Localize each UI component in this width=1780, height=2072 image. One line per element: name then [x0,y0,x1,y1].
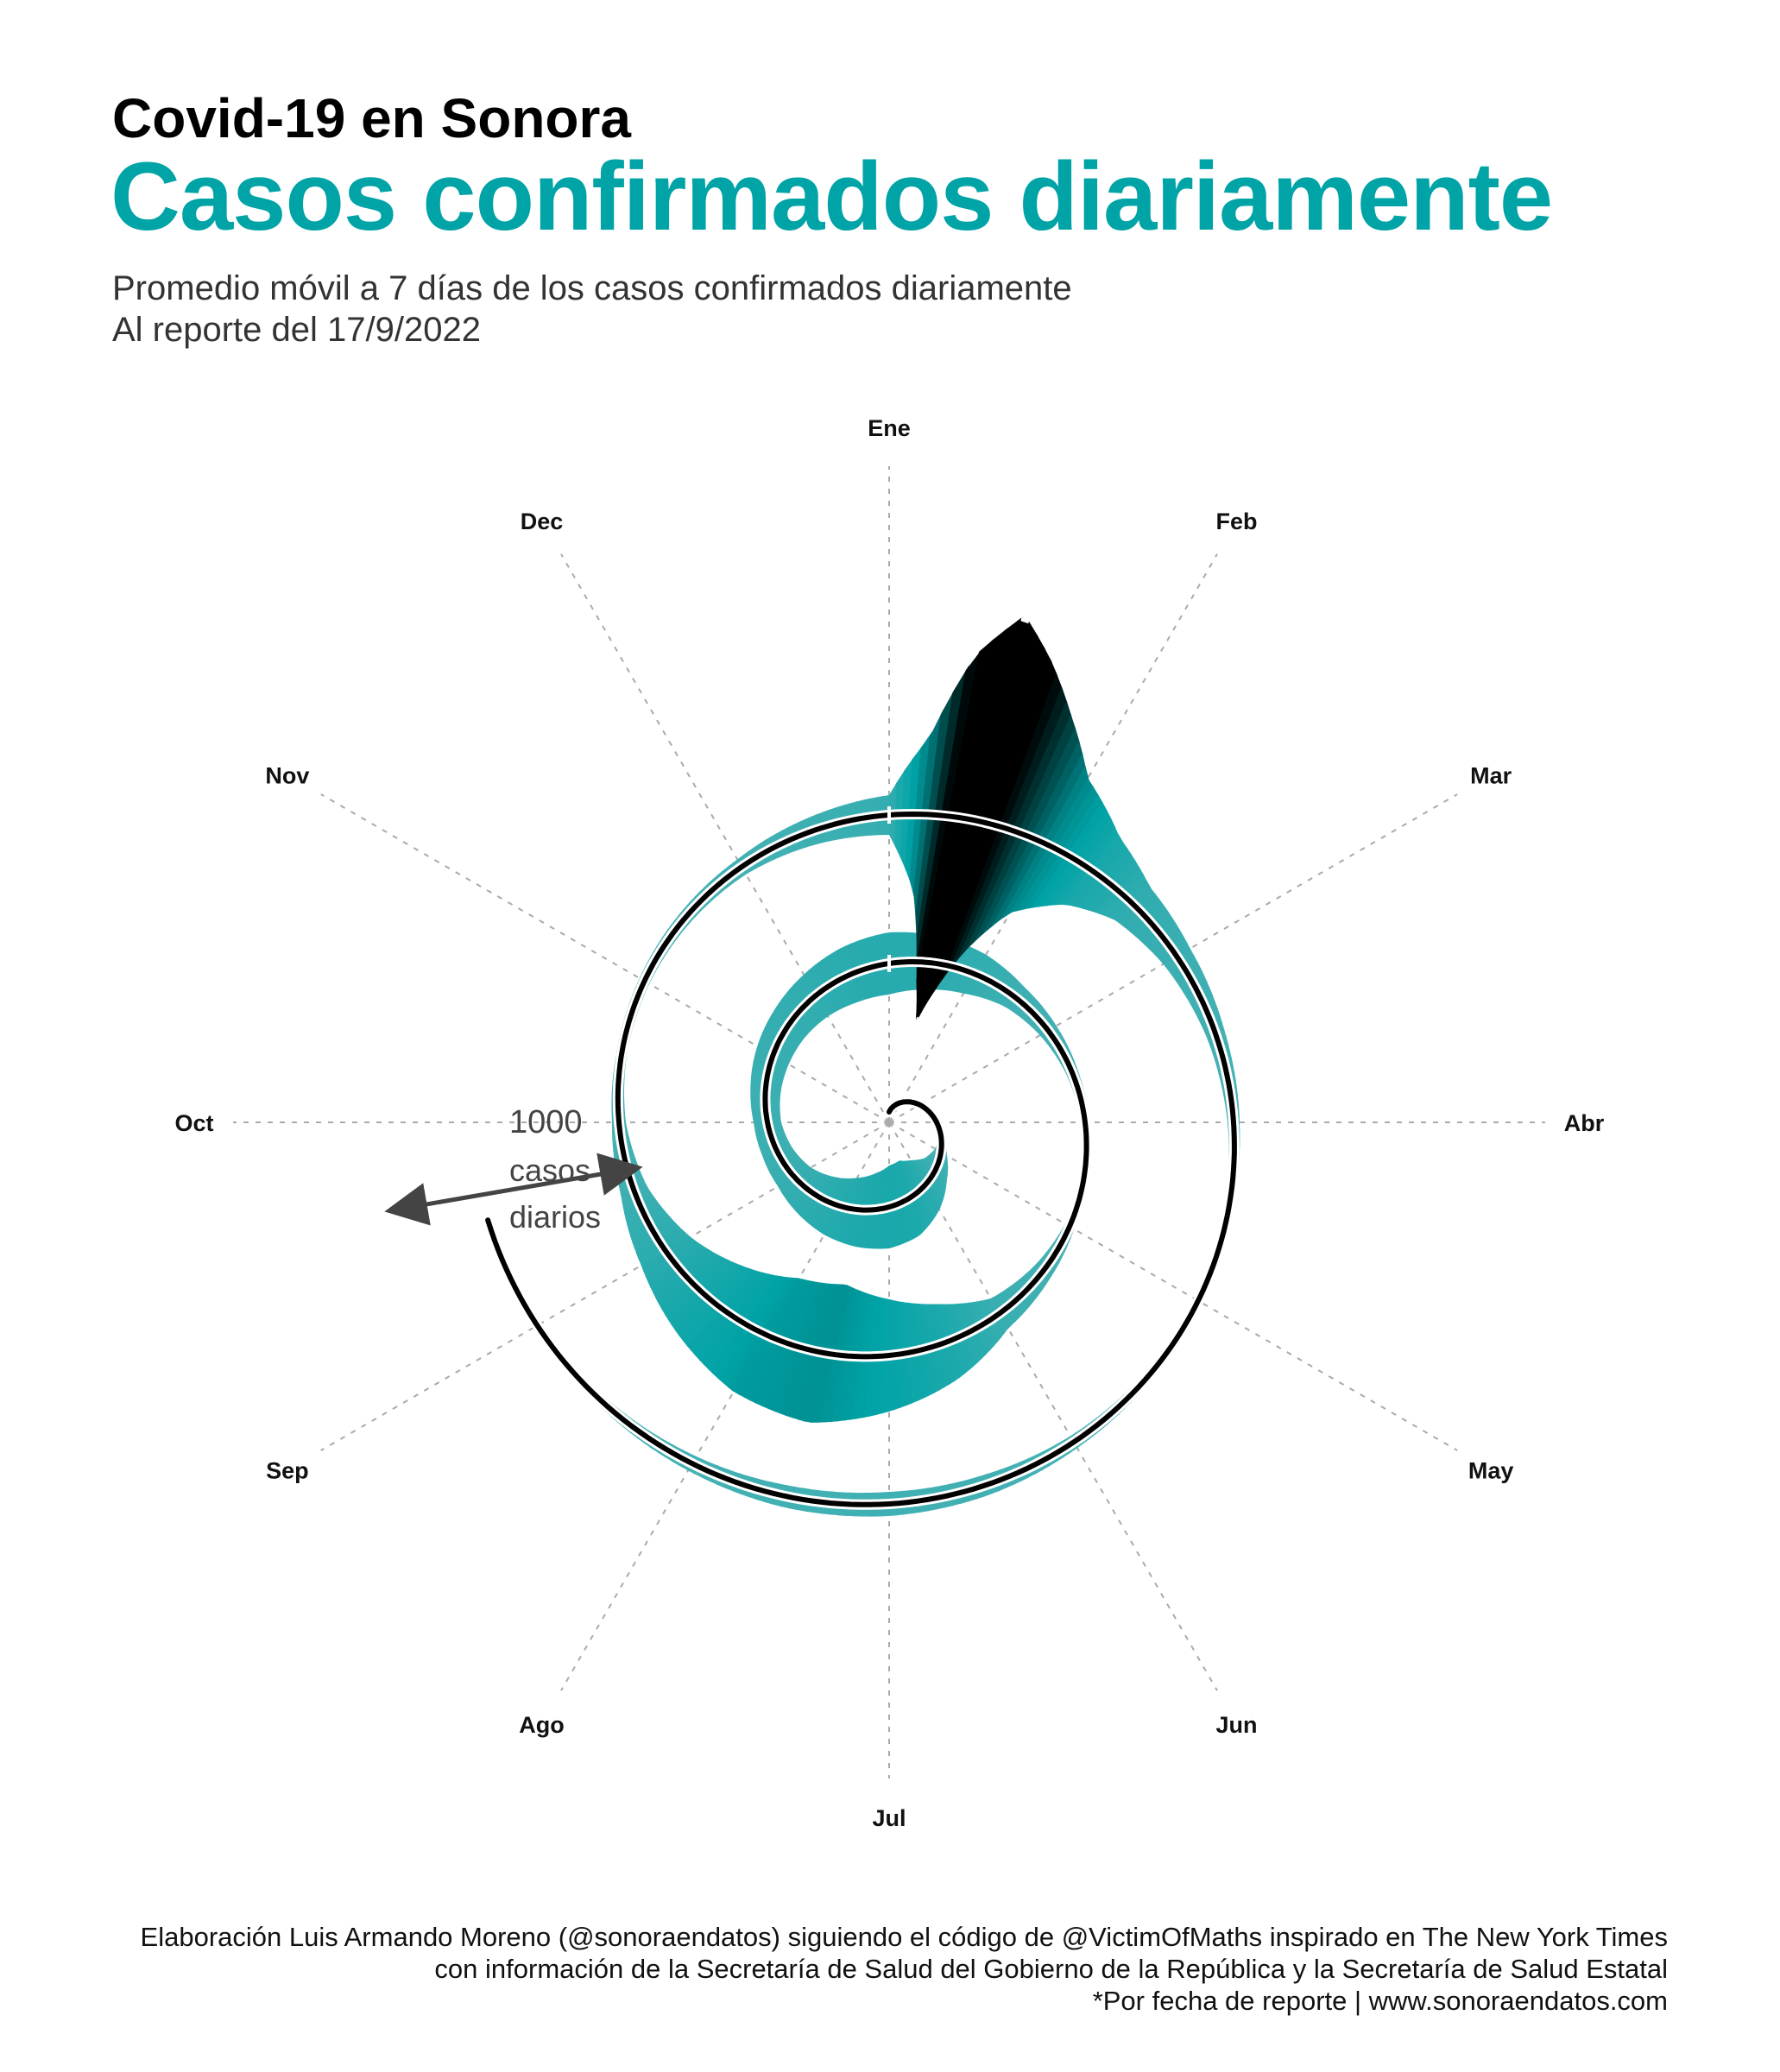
month-label-abr: Abr [1564,1110,1605,1136]
month-label-mar: Mar [1470,763,1512,789]
grid-line-jun [888,1121,1218,1691]
chart-subtitle: Promedio móvil a 7 días de los casos con… [112,268,1072,351]
caption-line-3: *Por fecha de reporte | www.sonoraendato… [1092,1986,1668,2016]
caption-line-1: Elaboración Luis Armando Moreno (@sonora… [140,1922,1668,1952]
month-labels: Ene Feb Mar Abr May Jun Jul Ago Sep Oct Nov Dec [174,415,1604,1831]
scale-annotation: 1000 casos diarios [384,1104,643,1235]
subtitle-line-2: Al reporte del 17/9/2022 [112,311,481,349]
month-grid [233,466,1545,1778]
month-label-sep: Sep [266,1458,309,1484]
spiral-baseline [485,811,1237,1507]
case-area-layer [485,617,1240,1517]
month-label-jun: Jun [1215,1712,1257,1738]
scale-arrow [384,1153,643,1226]
grid-line-nov [320,793,890,1123]
grid-line-may [888,1121,1458,1451]
scale-label-value: 1000 [509,1104,583,1140]
month-label-dec: Dec [521,509,564,534]
month-label-ene: Ene [868,415,911,441]
month-label-nov: Nov [265,763,309,789]
source-caption: Elaboración Luis Armando Moreno (@sonora… [141,1921,1668,2017]
time-spiral [483,806,1240,1510]
month-label-jul: Jul [872,1805,906,1831]
month-label-feb: Feb [1215,509,1257,534]
chart-kicker: Covid-19 en Sonora [112,87,631,149]
month-label-oct: Oct [174,1110,213,1136]
scale-label-unit: casos [509,1153,590,1188]
subtitle-line-1: Promedio móvil a 7 días de los casos con… [112,269,1072,307]
caption-line-2: con información de la Secretaría de Salu… [434,1954,1668,1984]
chart-title: Casos confirmados diariamente [110,142,1553,250]
month-label-ago: Ago [519,1712,564,1738]
month-label-may: May [1468,1458,1514,1484]
grid-line-dec [560,553,890,1123]
scale-label-daily: diarios [509,1199,601,1235]
